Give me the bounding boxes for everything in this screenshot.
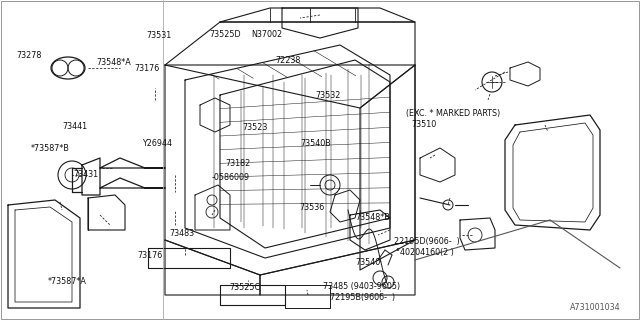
Text: (EXC. * MARKED PARTS): (EXC. * MARKED PARTS) bbox=[406, 109, 500, 118]
Text: A731001034: A731001034 bbox=[570, 303, 621, 312]
Text: °40204160(2 ): °40204160(2 ) bbox=[396, 248, 453, 257]
Text: *73587*A: *73587*A bbox=[48, 277, 87, 286]
Text: 73536: 73536 bbox=[300, 203, 324, 212]
Text: -0586009: -0586009 bbox=[211, 173, 250, 182]
Text: *73587*B: *73587*B bbox=[31, 144, 70, 153]
Text: 22195D(9606-  ): 22195D(9606- ) bbox=[394, 237, 460, 246]
Text: 73176: 73176 bbox=[134, 64, 159, 73]
Text: 73531: 73531 bbox=[146, 31, 171, 40]
Text: N37002: N37002 bbox=[252, 30, 283, 39]
Text: 73485 (9403-9605): 73485 (9403-9605) bbox=[323, 282, 401, 291]
Text: 73548*A: 73548*A bbox=[96, 58, 131, 67]
Text: 73182: 73182 bbox=[225, 159, 250, 168]
Text: 73540: 73540 bbox=[355, 258, 380, 267]
Text: 73525D: 73525D bbox=[209, 30, 241, 39]
Text: 73548*B: 73548*B bbox=[355, 213, 390, 222]
Text: 73510: 73510 bbox=[411, 120, 436, 129]
Text: 73441: 73441 bbox=[63, 122, 88, 131]
Text: 73532: 73532 bbox=[315, 91, 340, 100]
Text: 73540B: 73540B bbox=[301, 139, 332, 148]
Text: 73431: 73431 bbox=[74, 170, 99, 179]
Text: Y26944: Y26944 bbox=[142, 140, 172, 148]
Text: 72238: 72238 bbox=[275, 56, 301, 65]
Text: 72195B(9606-  ): 72195B(9606- ) bbox=[330, 293, 395, 302]
Text: 73176: 73176 bbox=[138, 252, 163, 260]
Text: 73525C: 73525C bbox=[229, 284, 260, 292]
Text: 73278: 73278 bbox=[16, 52, 42, 60]
Text: 73523: 73523 bbox=[242, 124, 268, 132]
Text: 73483: 73483 bbox=[170, 229, 195, 238]
